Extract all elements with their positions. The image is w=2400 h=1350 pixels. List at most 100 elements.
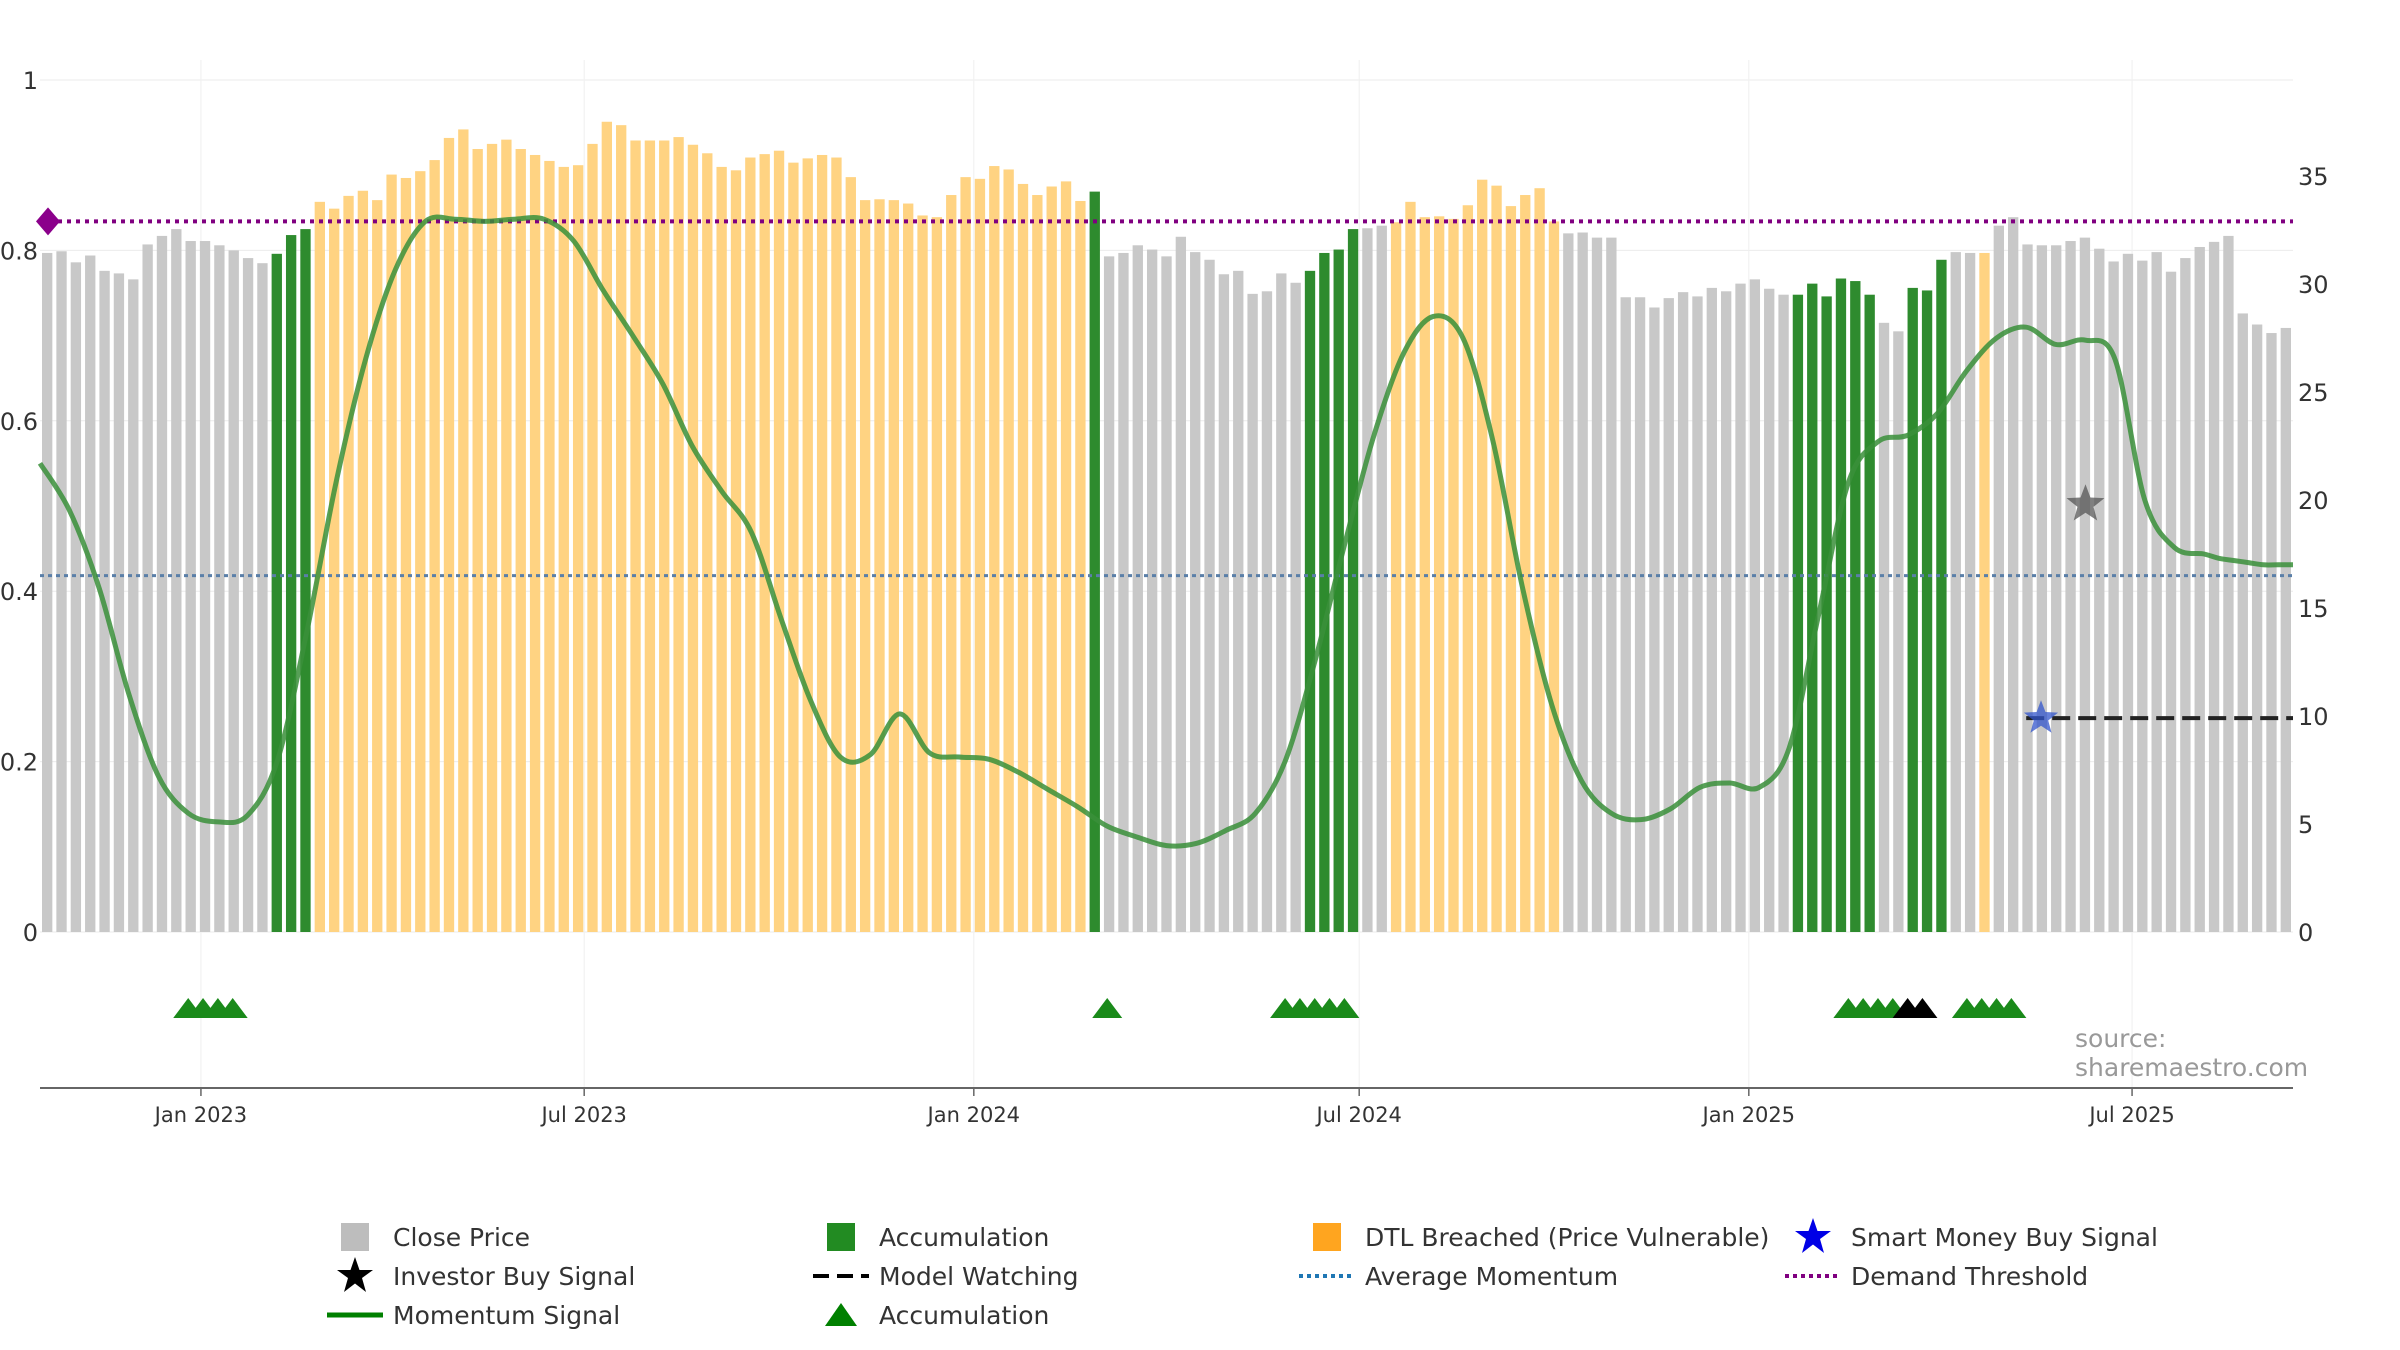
price-bar bbox=[1204, 259, 1215, 933]
price-bar bbox=[2108, 261, 2119, 932]
price-bar bbox=[1878, 322, 1890, 932]
price-bar bbox=[171, 229, 182, 933]
price-bar bbox=[1720, 291, 1732, 932]
price-bar bbox=[1276, 273, 1287, 932]
accumulation-triangle bbox=[1907, 998, 1938, 1018]
price-bar bbox=[113, 273, 125, 932]
price-bar bbox=[1749, 279, 1761, 932]
price-bar bbox=[2051, 245, 2062, 933]
price-bar bbox=[2208, 241, 2220, 932]
price-bar bbox=[816, 154, 828, 932]
price-bar bbox=[372, 200, 383, 932]
x-tick-label: Jul 2025 bbox=[2087, 1103, 2174, 1127]
price-bar bbox=[242, 258, 254, 932]
price-bar bbox=[415, 171, 426, 932]
price-bar bbox=[1577, 232, 1588, 932]
price-bar bbox=[56, 251, 67, 932]
price-bar bbox=[128, 279, 139, 932]
price-bar bbox=[1634, 297, 1646, 932]
price-bar bbox=[974, 178, 986, 932]
price-bar bbox=[1663, 298, 1674, 932]
price-bar bbox=[730, 170, 742, 932]
price-bar bbox=[1362, 228, 1373, 933]
x-tick-label: Jul 2023 bbox=[539, 1103, 626, 1127]
price-bar bbox=[1376, 225, 1387, 932]
price-bar bbox=[1807, 283, 1818, 932]
price-bar bbox=[831, 157, 842, 933]
price-bar bbox=[1290, 282, 1301, 932]
price-bar bbox=[788, 162, 799, 933]
price-bar bbox=[644, 140, 656, 932]
price-bar bbox=[2194, 246, 2205, 932]
price-bar bbox=[501, 139, 512, 932]
price-bar bbox=[1060, 181, 1072, 932]
price-bar bbox=[1462, 205, 1474, 932]
price-bar bbox=[214, 245, 225, 933]
price-bar bbox=[1534, 188, 1545, 933]
right-y-tick-label: 20 bbox=[2298, 487, 2329, 515]
price-bar bbox=[1606, 237, 1617, 932]
price-bar bbox=[70, 262, 82, 932]
price-bar bbox=[572, 165, 584, 932]
price-bar bbox=[1993, 225, 2004, 932]
price-bar bbox=[400, 177, 412, 933]
price-bar bbox=[1964, 252, 1976, 932]
price-bar bbox=[630, 140, 641, 932]
left-y-tick-label: 0.2 bbox=[0, 749, 38, 777]
price-bar bbox=[2065, 241, 2076, 932]
left-y-tick-label: 0.8 bbox=[0, 237, 38, 265]
price-bar bbox=[888, 200, 900, 932]
price-bar bbox=[2280, 327, 2291, 932]
price-bar bbox=[1233, 270, 1244, 932]
price-bar bbox=[1649, 307, 1660, 932]
price-bar bbox=[1979, 252, 1990, 932]
price-bar bbox=[1304, 270, 1316, 932]
price-bar bbox=[1161, 256, 1172, 932]
price-bar bbox=[1089, 191, 1100, 932]
price-bar bbox=[142, 244, 153, 932]
price-bar bbox=[716, 166, 727, 933]
price-bar bbox=[616, 125, 627, 932]
price-bar bbox=[1132, 245, 1143, 933]
price-bar bbox=[1477, 179, 1488, 932]
price-bar bbox=[429, 160, 440, 932]
right-y-tick-label: 30 bbox=[2298, 271, 2329, 299]
right-y-tick-label: 0 bbox=[2298, 919, 2313, 947]
price-bar bbox=[2008, 217, 2019, 932]
price-bar bbox=[903, 203, 914, 933]
price-bar bbox=[1735, 283, 1746, 932]
price-bar bbox=[443, 137, 455, 932]
price-bar bbox=[458, 129, 469, 932]
price-bar bbox=[1190, 252, 1201, 932]
price-bar bbox=[544, 160, 555, 932]
price-bar bbox=[42, 252, 53, 932]
price-bar bbox=[1778, 294, 1789, 933]
price-bar bbox=[515, 149, 526, 933]
price-bar bbox=[329, 208, 340, 933]
price-bar bbox=[1075, 200, 1086, 932]
momentum-signal-line bbox=[37, 214, 2293, 849]
price-bar bbox=[228, 250, 239, 932]
price-bar bbox=[1247, 293, 1258, 932]
price-bar bbox=[917, 215, 928, 932]
price-bar bbox=[1261, 291, 1273, 932]
right-y-tick-label: 15 bbox=[2298, 595, 2329, 623]
price-bar bbox=[1591, 237, 1603, 932]
price-bar bbox=[1706, 287, 1717, 932]
price-bar bbox=[1146, 249, 1158, 933]
price-bar bbox=[687, 144, 699, 932]
price-bar bbox=[558, 166, 569, 933]
price-bar bbox=[2151, 252, 2162, 932]
price-bar bbox=[257, 263, 268, 932]
price-bar bbox=[1821, 296, 1832, 933]
price-bar bbox=[802, 158, 813, 932]
right-y-tick-label: 35 bbox=[2298, 163, 2329, 191]
price-bar bbox=[1893, 331, 1904, 933]
price-bar bbox=[1032, 195, 1043, 932]
accumulation-triangle bbox=[1996, 998, 2027, 1018]
price-bar bbox=[271, 253, 282, 933]
demand-diamond-marker bbox=[36, 207, 60, 236]
price-bar bbox=[1620, 297, 1631, 932]
bar-layer bbox=[42, 121, 2291, 933]
price-bar bbox=[1103, 256, 1115, 932]
